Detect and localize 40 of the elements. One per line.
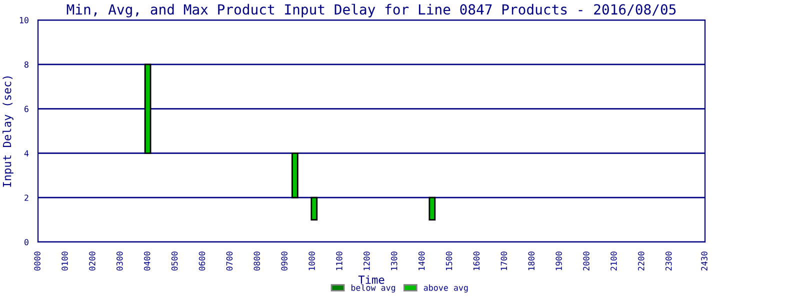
x-tick-label: 1000 — [308, 252, 315, 270]
y-tick-label: 10 — [20, 17, 28, 24]
y-tick-label: 4 — [24, 150, 29, 156]
x-tick-label: 2000 — [583, 252, 590, 270]
y-tick-label: 2 — [24, 194, 28, 201]
x-tick-label: 1600 — [473, 252, 480, 270]
x-tick-label: 0200 — [89, 252, 96, 271]
x-tick-label: 0700 — [226, 252, 233, 271]
x-tick-label: 0400 — [144, 252, 150, 271]
y-tick-label: 6 — [24, 106, 28, 112]
bar — [291, 152, 298, 198]
x-tick-label: 1800 — [528, 252, 535, 270]
y-tick-label: 0 — [24, 239, 28, 246]
x-tick-label: 1100 — [336, 252, 342, 270]
x-tick-label: 1500 — [446, 252, 452, 270]
x-tick-label: 2100 — [610, 252, 617, 270]
x-tick-label: 1400 — [418, 252, 425, 270]
bar — [428, 196, 436, 220]
legend-label: above avg — [424, 284, 468, 292]
x-tick-label: 2430 — [701, 252, 708, 270]
x-tick-label: 0300 — [116, 252, 123, 271]
y-axis-title: Input Delay (sec) — [2, 76, 14, 187]
x-tick-label: 0800 — [254, 252, 260, 271]
y-tick-label: 8 — [24, 61, 28, 68]
x-tick-label: 1200 — [364, 252, 370, 270]
x-tick-label: 0600 — [198, 252, 206, 271]
x-tick-label: 1300 — [390, 252, 398, 270]
x-tick-label: 0900 — [281, 252, 288, 271]
x-tick-label: 2200 — [638, 252, 644, 270]
x-axis-title: Time — [358, 275, 384, 284]
legend-label: below avg — [351, 284, 396, 292]
chart-title: Min, Avg, and Max Product Input Delay for Line 0847 Products - 2016/08/05 — [66, 4, 676, 18]
x-tick-label: 0500 — [171, 252, 178, 271]
bar — [310, 196, 318, 220]
bar — [144, 64, 152, 154]
x-tick-label: 2300 — [665, 252, 672, 270]
x-tick-label: 0100 — [62, 252, 68, 271]
x-tick-label: 1700 — [500, 252, 508, 270]
x-tick-label: 1900 — [556, 252, 562, 270]
x-tick-label: 0000 — [34, 252, 40, 271]
